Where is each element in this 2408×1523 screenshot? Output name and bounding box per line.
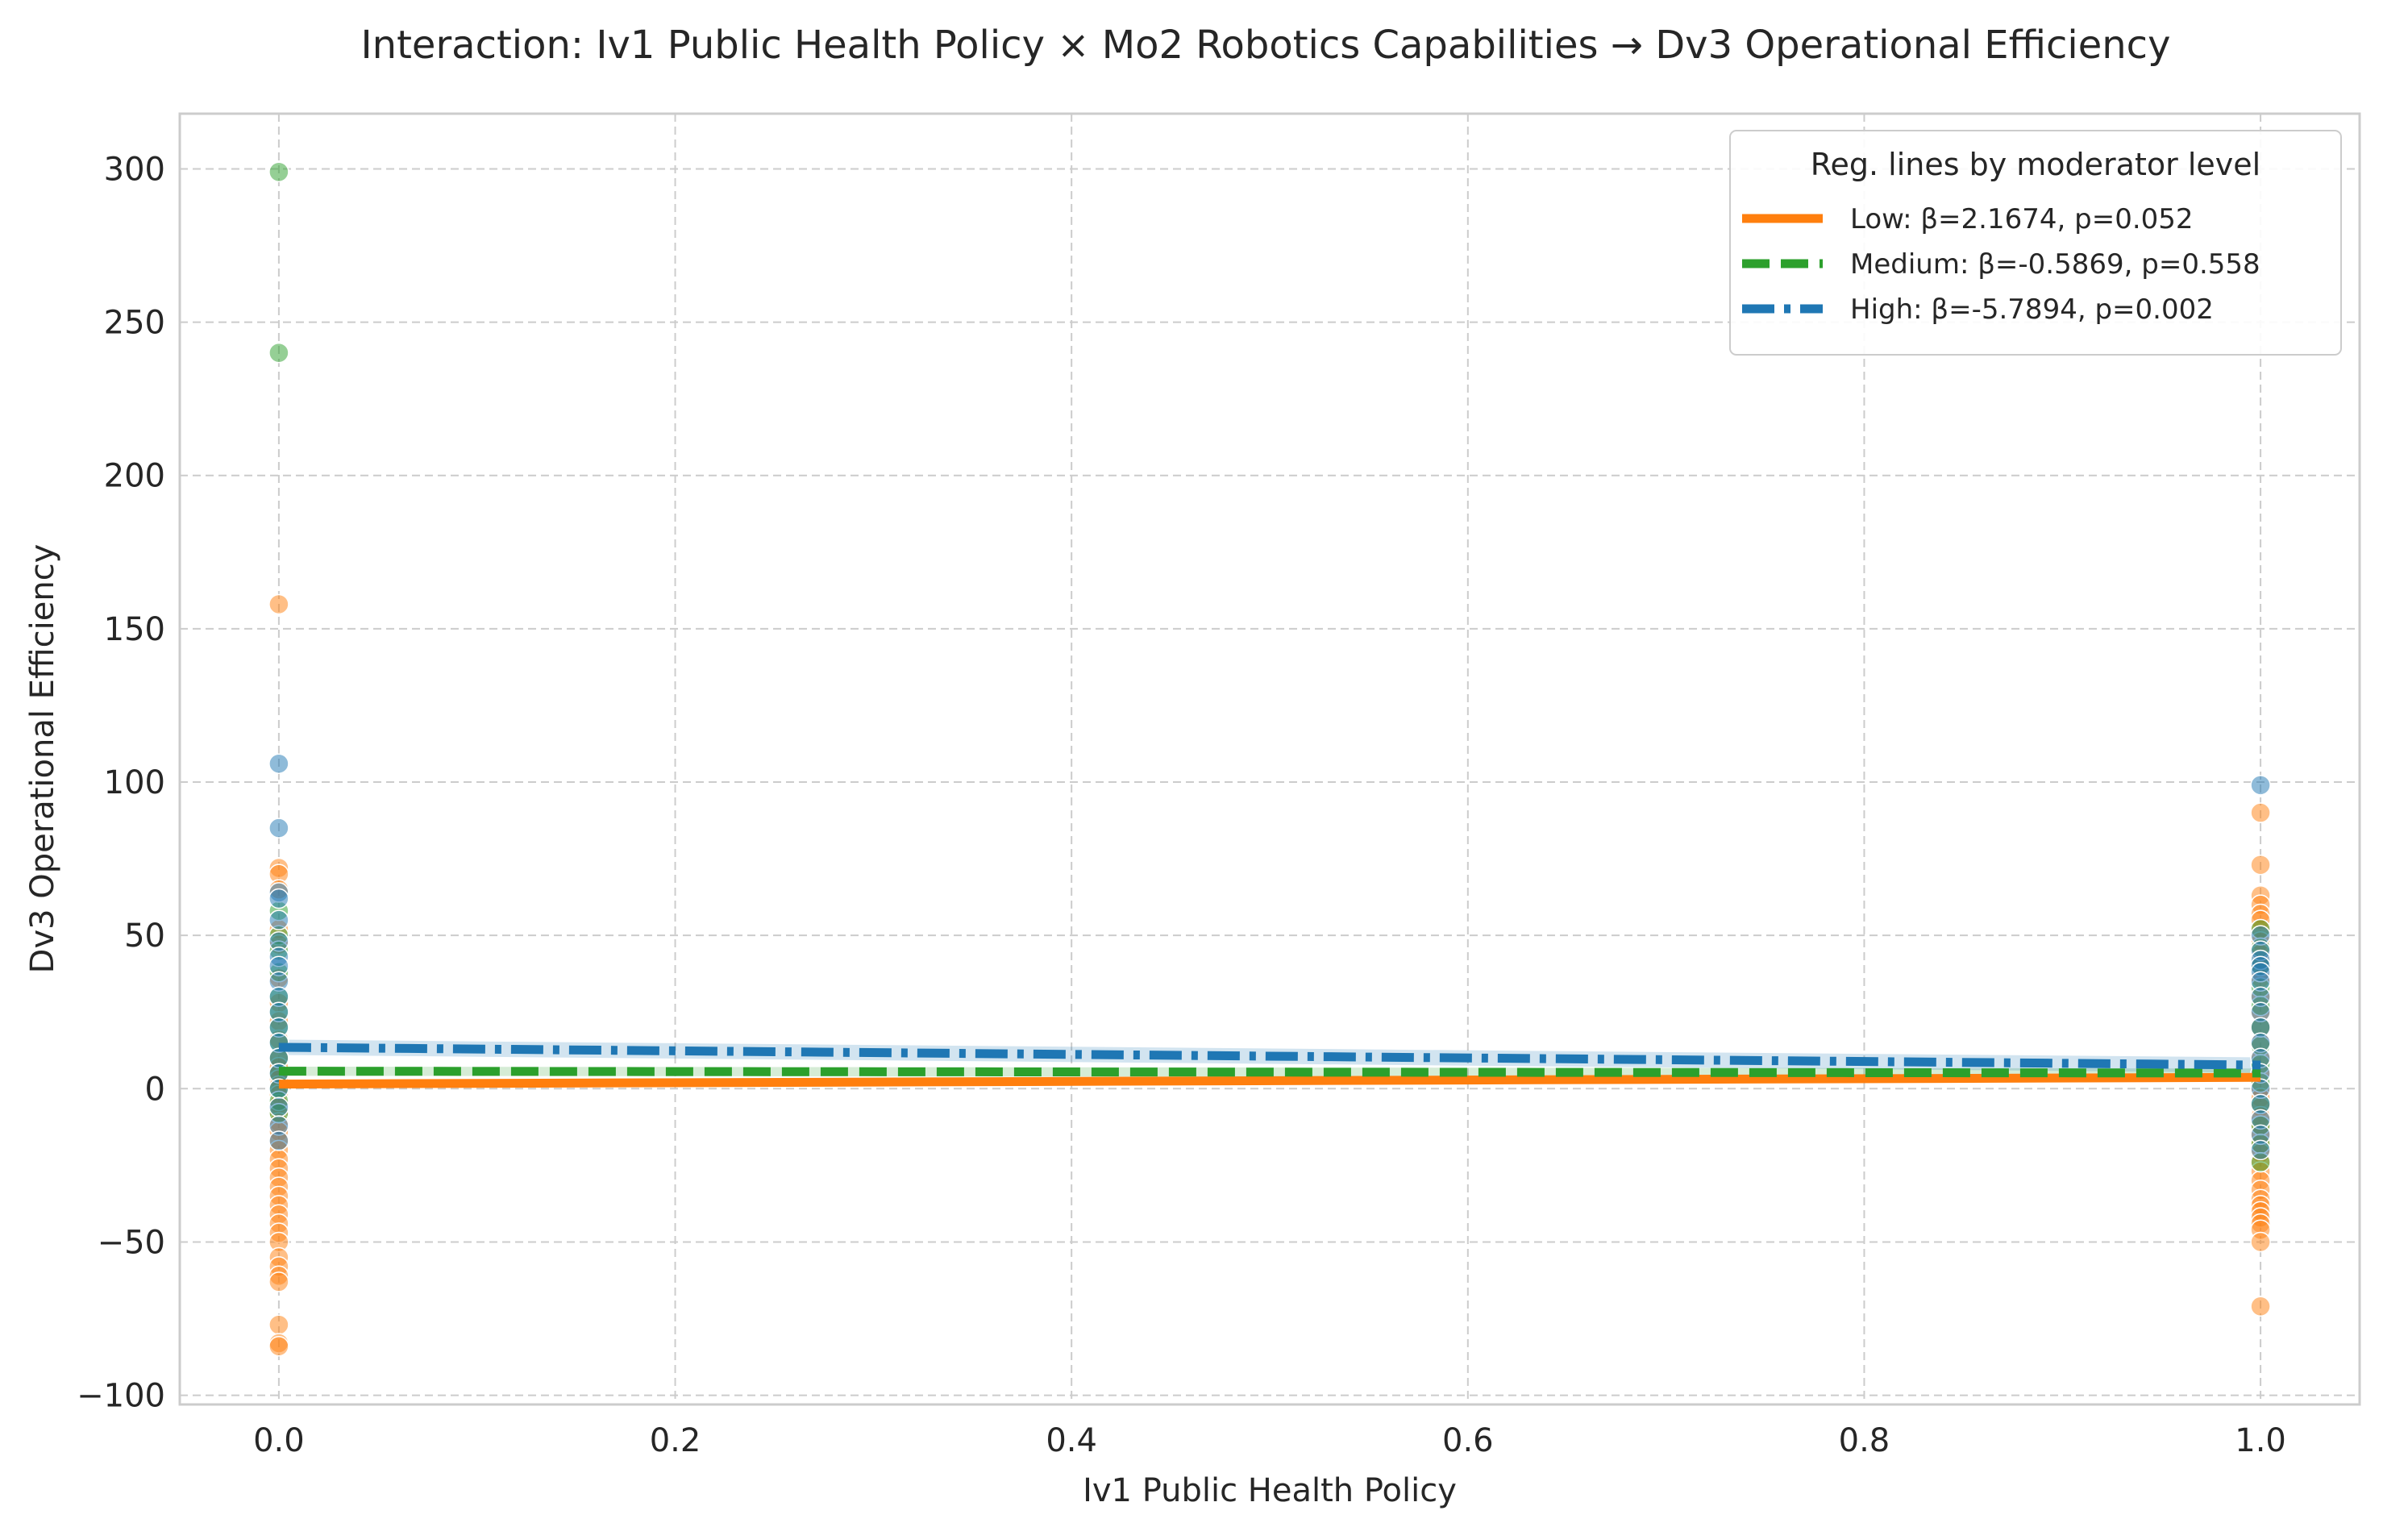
scatter-point [268,1335,289,1357]
scatter-point [268,909,289,930]
scatter-point [268,1096,289,1117]
y-tick-label: 0 [145,1071,165,1108]
y-tick-label: 50 [124,918,165,955]
scatter-point [2250,775,2271,796]
regression-line [278,1072,2261,1089]
scatter-point [2250,1296,2271,1317]
legend-label: Low: β=2.1674, p=0.052 [1850,203,2194,235]
regression-line [278,1067,2261,1078]
x-tick-label: 0.4 [1046,1422,1097,1459]
y-axis-ticks: −100 −50 0 50 100 150 200 250 300 [77,151,165,1414]
regression-line [278,1042,2261,1070]
scatter-point [268,161,289,183]
y-tick-label: 100 [104,764,165,801]
scatter-point [268,1130,289,1151]
scatter-point [2250,802,2271,823]
regression-lines [278,1042,2261,1089]
scatter-point [2250,854,2271,876]
scatter-point [268,593,289,615]
x-tick-label: 0.8 [1839,1422,1890,1459]
y-tick-label: 200 [104,458,165,495]
legend-title: Reg. lines by moderator level [1811,147,2260,182]
scatter-point [268,342,289,364]
scatter-point [268,888,289,909]
chart-title: Interaction: Iv1 Public Health Policy × … [361,23,2171,68]
plot-frame [178,112,2361,1406]
x-tick-label: 1.0 [2235,1422,2286,1459]
y-tick-label: 150 [104,611,165,648]
x-axis-ticks: 0.0 0.2 0.4 0.6 0.8 1.0 [253,1422,2286,1459]
scatter-point [268,1314,289,1335]
y-tick-label: 250 [104,305,165,342]
scatter-point [2250,1231,2271,1253]
y-tick-label: −100 [77,1378,165,1415]
grid [180,114,2360,1404]
y-tick-label: −50 [98,1224,165,1261]
scatter-point [268,1271,289,1292]
y-axis-label: Dv3 Operational Efficiency [24,544,61,974]
scatter-point [268,753,289,774]
x-tick-label: 0.2 [650,1422,701,1459]
x-tick-label: 0.0 [253,1422,305,1459]
legend-label: Medium: β=-0.5869, p=0.558 [1850,248,2260,281]
y-tick-label: 300 [104,151,165,188]
scatter-point [268,818,289,838]
legend: Reg. lines by moderator level Low: β=2.1… [1729,130,2342,356]
legend-box [1729,130,2342,356]
x-tick-label: 0.6 [1442,1422,1494,1459]
scatter-point [2250,1139,2271,1161]
x-axis-label: Iv1 Public Health Policy [1083,1472,1457,1509]
legend-label: High: β=-5.7894, p=0.002 [1850,293,2214,326]
